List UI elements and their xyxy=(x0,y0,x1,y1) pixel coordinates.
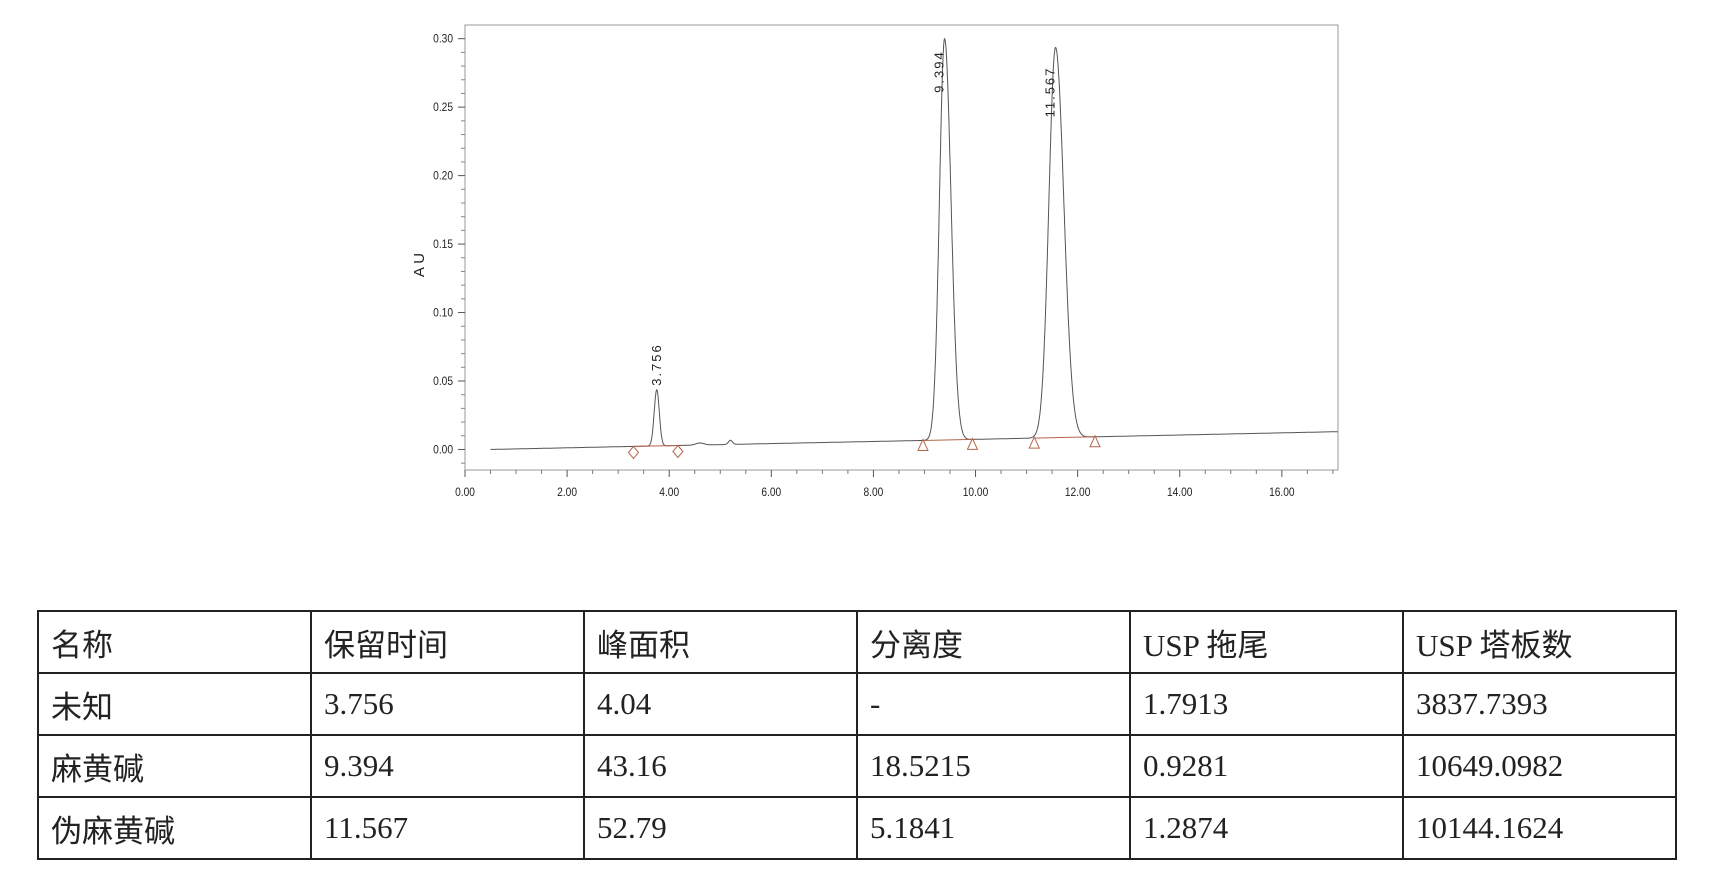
peak-start-end-triangle-marker xyxy=(1028,435,1041,449)
table-header-row: 名称 保留时间 峰面积 分离度 USP 拖尾 USP 塔板数 xyxy=(37,610,1677,674)
chromatogram-trace xyxy=(490,37,1338,450)
table-cell: 未知 xyxy=(37,672,312,736)
x-tick-label: 6.00 xyxy=(761,486,781,499)
table-cell: 18.5215 xyxy=(856,734,1131,798)
header-cell: USP 拖尾 xyxy=(1129,610,1404,674)
table-row: 麻黄碱 9.394 43.16 18.5215 0.9281 10649.098… xyxy=(37,734,1677,798)
x-tick-label: 4.00 xyxy=(659,486,679,499)
y-tick-label: 0.25 xyxy=(433,101,453,114)
table-cell: 9.394 xyxy=(310,734,585,798)
header-cell: 峰面积 xyxy=(583,610,858,674)
header-cell: USP 塔板数 xyxy=(1402,610,1677,674)
header-cell: 名称 xyxy=(37,610,312,674)
table-cell: 4.04 xyxy=(583,672,858,736)
x-tick-label: 12.00 xyxy=(1065,486,1091,499)
x-tick-label: 14.00 xyxy=(1167,486,1193,499)
peak-start-end-diamond-marker xyxy=(672,444,684,459)
table-cell: 1.2874 xyxy=(1129,796,1404,860)
table-cell: 3.756 xyxy=(310,672,585,736)
y-tick-label: 0.00 xyxy=(433,444,453,457)
table-row: 未知 3.756 4.04 - 1.7913 3837.7393 xyxy=(37,672,1677,736)
y-axis-label: A U xyxy=(411,253,428,277)
y-tick-label: 0.30 xyxy=(433,33,453,46)
integration-baseline xyxy=(1034,436,1096,439)
plot-frame xyxy=(464,24,1339,471)
table-cell: 52.79 xyxy=(583,796,858,860)
peak-start-end-triangle-marker xyxy=(917,438,929,451)
table-cell: 11.567 xyxy=(310,796,585,860)
header-cell: 分离度 xyxy=(856,610,1131,674)
table-cell: 3837.7393 xyxy=(1402,672,1677,736)
table-cell: 10649.0982 xyxy=(1402,734,1677,798)
peak-start-end-triangle-marker xyxy=(1089,434,1101,448)
x-tick-label: 2.00 xyxy=(557,486,577,499)
chromatogram-chart: A U 0.00 2.00 4.00 6.00 8.00 10.00 12.00 14.00 1… xyxy=(411,24,1339,499)
table-cell: 43.16 xyxy=(583,734,858,798)
peak-results-table: 名称 保留时间 峰面积 分离度 USP 拖尾 USP 塔板数 未知 3.756 … xyxy=(37,610,1677,860)
table-cell: - xyxy=(856,672,1131,736)
table-cell: 10144.1624 xyxy=(1402,796,1677,860)
table-cell: 麻黄碱 xyxy=(37,734,312,798)
table-cell: 1.7913 xyxy=(1129,672,1404,736)
table-cell: 伪麻黄碱 xyxy=(37,796,312,860)
peak-label: 3.756 xyxy=(649,343,664,386)
peak-label: 9.394 xyxy=(932,50,947,93)
integration-baseline xyxy=(633,444,678,447)
x-tick-label: 0.00 xyxy=(455,486,475,499)
y-tick-label: 0.15 xyxy=(433,238,453,251)
header-cell: 保留时间 xyxy=(310,610,585,674)
integration-baseline xyxy=(922,438,973,441)
table-row: 伪麻黄碱 11.567 52.79 5.1841 1.2874 10144.16… xyxy=(37,796,1677,860)
y-tick-label: 0.20 xyxy=(433,170,453,183)
peak-start-end-triangle-marker xyxy=(966,437,979,450)
table-cell: 0.9281 xyxy=(1129,734,1404,798)
x-tick-label: 8.00 xyxy=(864,486,884,499)
peak-start-end-diamond-marker xyxy=(627,445,640,460)
y-tick-label: 0.10 xyxy=(433,307,453,320)
y-tick-label: 0.05 xyxy=(433,375,453,388)
peak-label: 11.567 xyxy=(1043,67,1058,118)
x-tick-label: 16.00 xyxy=(1269,486,1295,499)
x-tick-label: 10.00 xyxy=(963,486,989,499)
table-cell: 5.1841 xyxy=(856,796,1131,860)
